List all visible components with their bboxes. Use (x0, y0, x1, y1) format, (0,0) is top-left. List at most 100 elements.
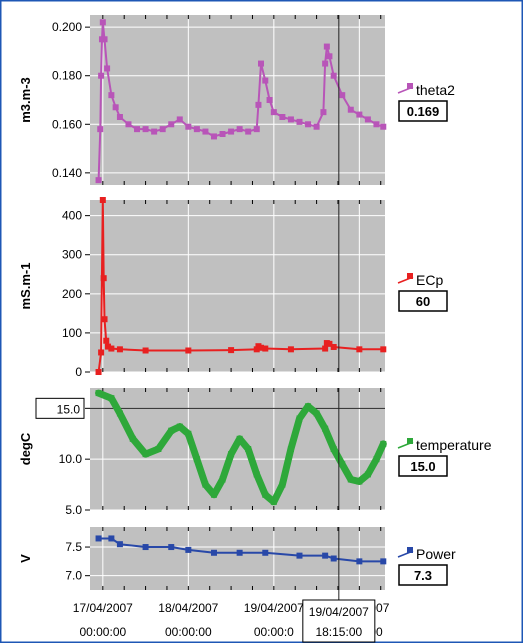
data-point-ECp (103, 337, 110, 344)
data-point-temperature (168, 427, 175, 434)
data-point-temperature (373, 456, 380, 463)
data-point-temperature (330, 446, 337, 452)
data-point-Power (380, 558, 387, 565)
data-point-temperature (176, 423, 183, 430)
data-point-ECp (258, 344, 265, 351)
data-point-temperature (339, 461, 346, 468)
x-tick-time-label: 00:00:00 (165, 625, 212, 639)
data-point-theta2 (287, 116, 294, 123)
data-point-ECp (185, 347, 192, 354)
data-point-theta2 (101, 36, 108, 43)
data-point-ECp (326, 340, 333, 347)
data-point-theta2 (330, 72, 337, 79)
data-point-Power (185, 546, 192, 553)
data-point-temperature (116, 410, 123, 417)
legend-swatch-marker (407, 438, 413, 444)
data-point-theta2 (296, 118, 303, 125)
data-point-theta2 (176, 116, 183, 123)
data-point-ECp (330, 343, 337, 350)
legend-Power: Power 7.3 (397, 546, 456, 586)
x-tick-time-label: 00:00:0 (254, 625, 294, 639)
data-point-temperature (305, 403, 312, 410)
data-point-Power (116, 541, 123, 548)
data-point-ECp (100, 275, 107, 282)
legend-temperature: temperature 15.0 (397, 437, 492, 477)
legend-ECp: ECp 60 (397, 272, 448, 312)
data-point-temperature (279, 481, 286, 488)
data-point-temperature (380, 440, 387, 447)
y-tick-label: 7.5 (65, 540, 82, 554)
data-point-Power (322, 552, 329, 559)
data-point-theta2 (320, 109, 327, 116)
data-point-temperature (296, 415, 303, 422)
data-point-Power (108, 535, 115, 542)
y-tick-label: 200 (62, 287, 82, 301)
plot-area (90, 200, 385, 372)
data-point-theta2 (116, 114, 123, 120)
data-point-theta2 (305, 121, 312, 128)
data-point-ECp (108, 345, 115, 352)
data-point-temperature (236, 435, 243, 442)
data-point-ECp (262, 345, 269, 352)
data-point-Power (262, 549, 269, 556)
data-point-theta2 (104, 65, 111, 72)
data-point-temperature (262, 491, 269, 498)
panel-Power: 7.0 7.5 V Power 7.3 (18, 527, 456, 590)
y-tick-label: 0 (75, 365, 82, 379)
y-tick-label: 0.180 (52, 69, 82, 83)
data-point-temperature (287, 446, 294, 452)
reference-value-label: 15.0 (57, 402, 81, 416)
data-point-theta2 (210, 133, 217, 140)
y-tick-label: 10.0 (59, 452, 83, 466)
panel-ECp: 0 100 200 300 400 mS.m-1 ECp 60 (18, 197, 448, 379)
data-point-temperature (313, 410, 320, 417)
legend-label: Power (416, 546, 456, 562)
data-point-ECp (142, 347, 149, 354)
current-value-box (398, 455, 448, 477)
data-point-temperature (245, 446, 252, 452)
data-point-ECp (287, 346, 294, 353)
data-point-theta2 (323, 43, 330, 50)
data-point-ECp (322, 345, 329, 352)
data-point-temperature (155, 446, 162, 452)
panel-theta2: 0.140 0.160 0.180 0.200 m3.m-3 theta2 0.169 (18, 15, 455, 185)
data-point-ECp (228, 347, 235, 354)
current-value-label: 60 (416, 294, 430, 309)
data-point-temperature (219, 476, 226, 483)
x-tick-time-label: 00:00:00 (79, 625, 126, 639)
current-value-box (398, 290, 448, 312)
data-point-temperature (193, 456, 200, 463)
legend-swatch-marker (407, 83, 413, 89)
y-tick-label: 0.160 (52, 117, 82, 131)
data-point-ECp (99, 197, 106, 203)
data-point-ECp (95, 369, 102, 375)
y-axis-label: mS.m-1 (18, 263, 33, 310)
data-point-theta2 (112, 104, 119, 111)
data-point-theta2 (134, 126, 141, 133)
data-point-ECp (104, 343, 111, 350)
data-point-temperature (185, 430, 192, 437)
data-point-Power (296, 552, 303, 559)
data-point-temperature (356, 478, 363, 485)
legend-swatch-marker (407, 273, 413, 279)
data-point-theta2 (380, 123, 387, 130)
current-value-box (398, 564, 448, 586)
y-tick-label: 100 (62, 326, 82, 340)
data-point-theta2 (99, 19, 106, 26)
data-point-Power (356, 558, 363, 565)
y-tick-label: 400 (62, 209, 82, 223)
reference-value-box (35, 397, 85, 419)
data-point-Power (142, 544, 149, 551)
x-tick-date-label: 19/04/2007 (244, 601, 304, 615)
cursor-readout-date: 19/04/2007 (309, 605, 369, 619)
data-point-theta2 (228, 128, 235, 135)
y-tick-label: 300 (62, 248, 82, 262)
data-point-temperature (253, 471, 260, 478)
data-point-theta2 (262, 77, 269, 84)
data-point-theta2 (108, 92, 115, 99)
data-point-theta2 (97, 126, 104, 133)
data-point-theta2 (142, 126, 149, 133)
data-point-theta2 (193, 126, 200, 133)
